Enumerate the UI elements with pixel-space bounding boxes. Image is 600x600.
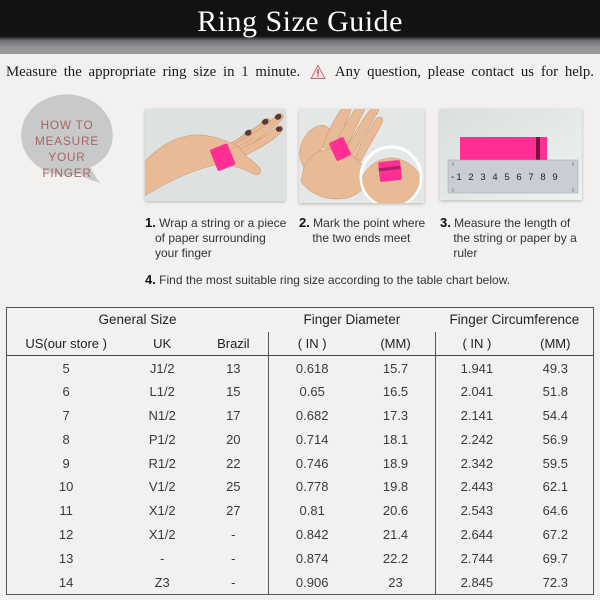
svg-text:1: 1 — [456, 172, 461, 183]
svg-text:9: 9 — [552, 172, 557, 183]
svg-text:2: 2 — [468, 172, 473, 183]
svg-text:4: 4 — [492, 172, 497, 183]
svg-text:7: 7 — [528, 172, 533, 183]
svg-text:5: 5 — [504, 172, 509, 183]
svg-text:3: 3 — [480, 172, 485, 183]
svg-text:6: 6 — [516, 172, 521, 183]
svg-text:-: - — [451, 172, 454, 183]
svg-text:8: 8 — [540, 172, 545, 183]
